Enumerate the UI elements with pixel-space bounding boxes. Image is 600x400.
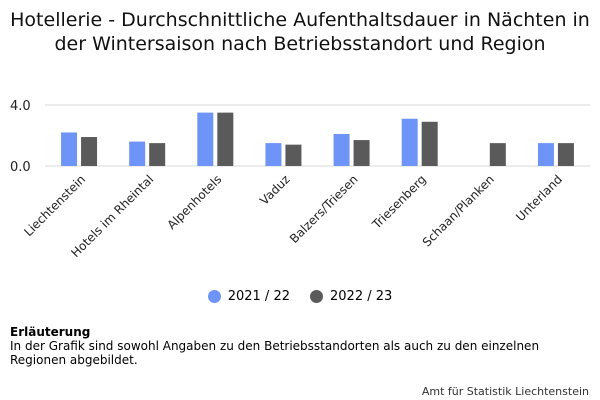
bar-1-1 xyxy=(129,141,146,166)
bar-2-1 xyxy=(149,143,166,166)
y-tick-label: 0.0 xyxy=(10,160,31,175)
bar-2-7 xyxy=(557,143,574,166)
bar-1-3 xyxy=(265,143,282,166)
x-tick-label: Schaan/Planken xyxy=(420,172,497,249)
legend: 2021 / 22 2022 / 23 xyxy=(0,289,600,304)
x-tick-label: Triesenberg xyxy=(369,172,429,232)
x-tick-label: Liechtenstein xyxy=(21,172,88,239)
legend-label-series-2: 2022 / 23 xyxy=(330,289,393,304)
bar-2-4 xyxy=(353,140,370,166)
x-tick-label: Alpenhotels xyxy=(164,172,224,232)
source-credit: Amt für Statistik Liechtenstein xyxy=(421,385,589,398)
bar-1-0 xyxy=(61,132,78,166)
legend-dot-series-2 xyxy=(310,290,323,303)
legend-dot-series-1 xyxy=(207,290,221,303)
bar-2-0 xyxy=(81,137,98,166)
bar-1-5 xyxy=(401,118,418,166)
bar-2-5 xyxy=(421,121,438,166)
bar-1-4 xyxy=(333,133,350,166)
legend-item-series-1[interactable]: 2021 / 22 xyxy=(207,289,290,304)
chart-title: Hotellerie - Durchschnittliche Aufenthal… xyxy=(10,9,590,55)
bar-2-3 xyxy=(285,144,302,166)
x-tick-label: Unterland xyxy=(513,172,565,224)
bar-1-2 xyxy=(197,112,214,166)
x-tick-label: Vaduz xyxy=(257,172,292,207)
bar-2-6 xyxy=(489,143,506,166)
legend-label-series-1: 2021 / 22 xyxy=(227,289,290,304)
explanation-heading: Erläuterung xyxy=(10,325,91,339)
y-tick-label: 4.0 xyxy=(10,99,31,114)
explanation-text: In der Grafik sind sowohl Angaben zu den… xyxy=(10,339,540,367)
bar-1-7 xyxy=(537,143,554,166)
legend-item-series-2[interactable]: 2022 / 23 xyxy=(310,289,392,304)
bar-2-2 xyxy=(217,112,234,166)
explanation-note: Erläuterung In der Grafik sind sowohl An… xyxy=(10,325,595,367)
x-tick-label: Balzers/Triesen xyxy=(287,172,361,246)
